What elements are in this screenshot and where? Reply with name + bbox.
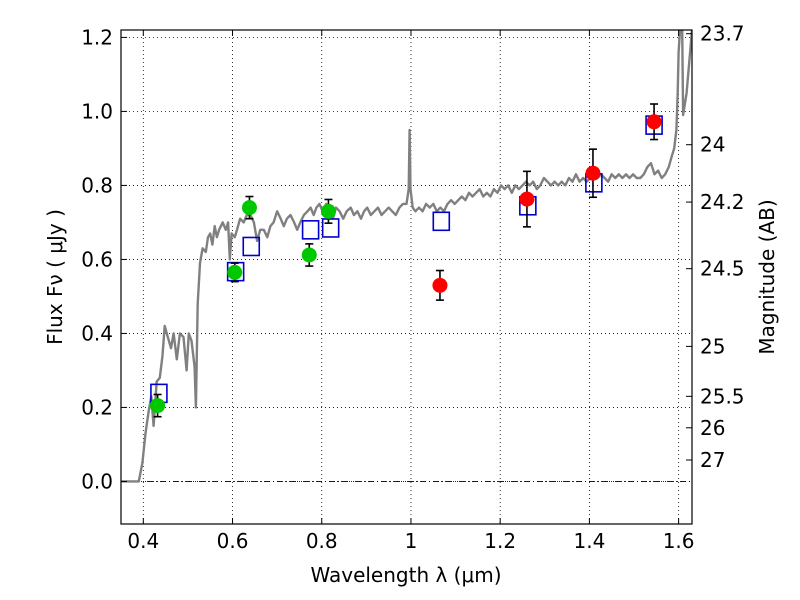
y-tick-label: 1.0 xyxy=(81,99,113,123)
x-tick-label: 0.4 xyxy=(127,529,159,553)
data-point xyxy=(320,203,336,219)
x-tick-label: 1 xyxy=(405,529,418,553)
right-tick-label: 23.7 xyxy=(700,22,745,46)
right-axis-label: Magnitude (AB) xyxy=(755,199,779,354)
series-layer xyxy=(121,30,692,483)
model-square xyxy=(301,220,320,240)
y-tick-label: 1.2 xyxy=(81,25,113,49)
right-tick-label: 26 xyxy=(700,416,725,440)
data-point xyxy=(646,114,662,130)
y-axis-label: Flux Fν ( μJy ) xyxy=(43,209,67,345)
x-tick-label: 1.2 xyxy=(484,529,516,553)
right-tick-label: 25 xyxy=(700,334,725,358)
ticks: 0.4 0.6 0.8 1 1.2 1.4 1.6 0.0 0.2 0.4 0.6 0.8 1.0 1.2… xyxy=(81,22,744,553)
y-tick-label: 0.0 xyxy=(81,469,113,493)
data-point xyxy=(241,200,257,216)
y-tick-label: 0.6 xyxy=(81,247,113,271)
model-square xyxy=(242,236,261,257)
right-tick-label: 27 xyxy=(700,448,725,472)
x-tick-label: 1.4 xyxy=(573,529,605,553)
model-square xyxy=(432,211,451,232)
data-point xyxy=(301,247,317,263)
y-tick-label: 0.8 xyxy=(81,173,113,197)
data-point xyxy=(227,264,243,280)
right-tick-label: 25.5 xyxy=(700,384,745,408)
plot-frame xyxy=(120,29,693,525)
spectrum-group xyxy=(121,30,692,483)
data-point xyxy=(432,277,448,293)
data-point xyxy=(585,165,601,181)
right-tick-label: 24.5 xyxy=(700,257,745,281)
y-tick-label: 0.4 xyxy=(81,321,113,345)
data-point xyxy=(150,398,166,414)
data-point xyxy=(519,191,535,207)
spectrum-line xyxy=(121,30,682,483)
grid xyxy=(121,30,692,524)
right-tick-label: 24.2 xyxy=(700,190,745,214)
x-tick-label: 0.8 xyxy=(306,529,338,553)
spectrum-line xyxy=(681,30,692,117)
x-tick-label: 0.6 xyxy=(217,529,249,553)
right-tick-label: 24 xyxy=(700,133,725,157)
x-axis-label: Wavelength λ (μm) xyxy=(310,563,501,587)
model-square xyxy=(321,218,340,238)
x-tick-label: 1.6 xyxy=(663,529,695,553)
y-tick-label: 0.2 xyxy=(81,395,113,419)
